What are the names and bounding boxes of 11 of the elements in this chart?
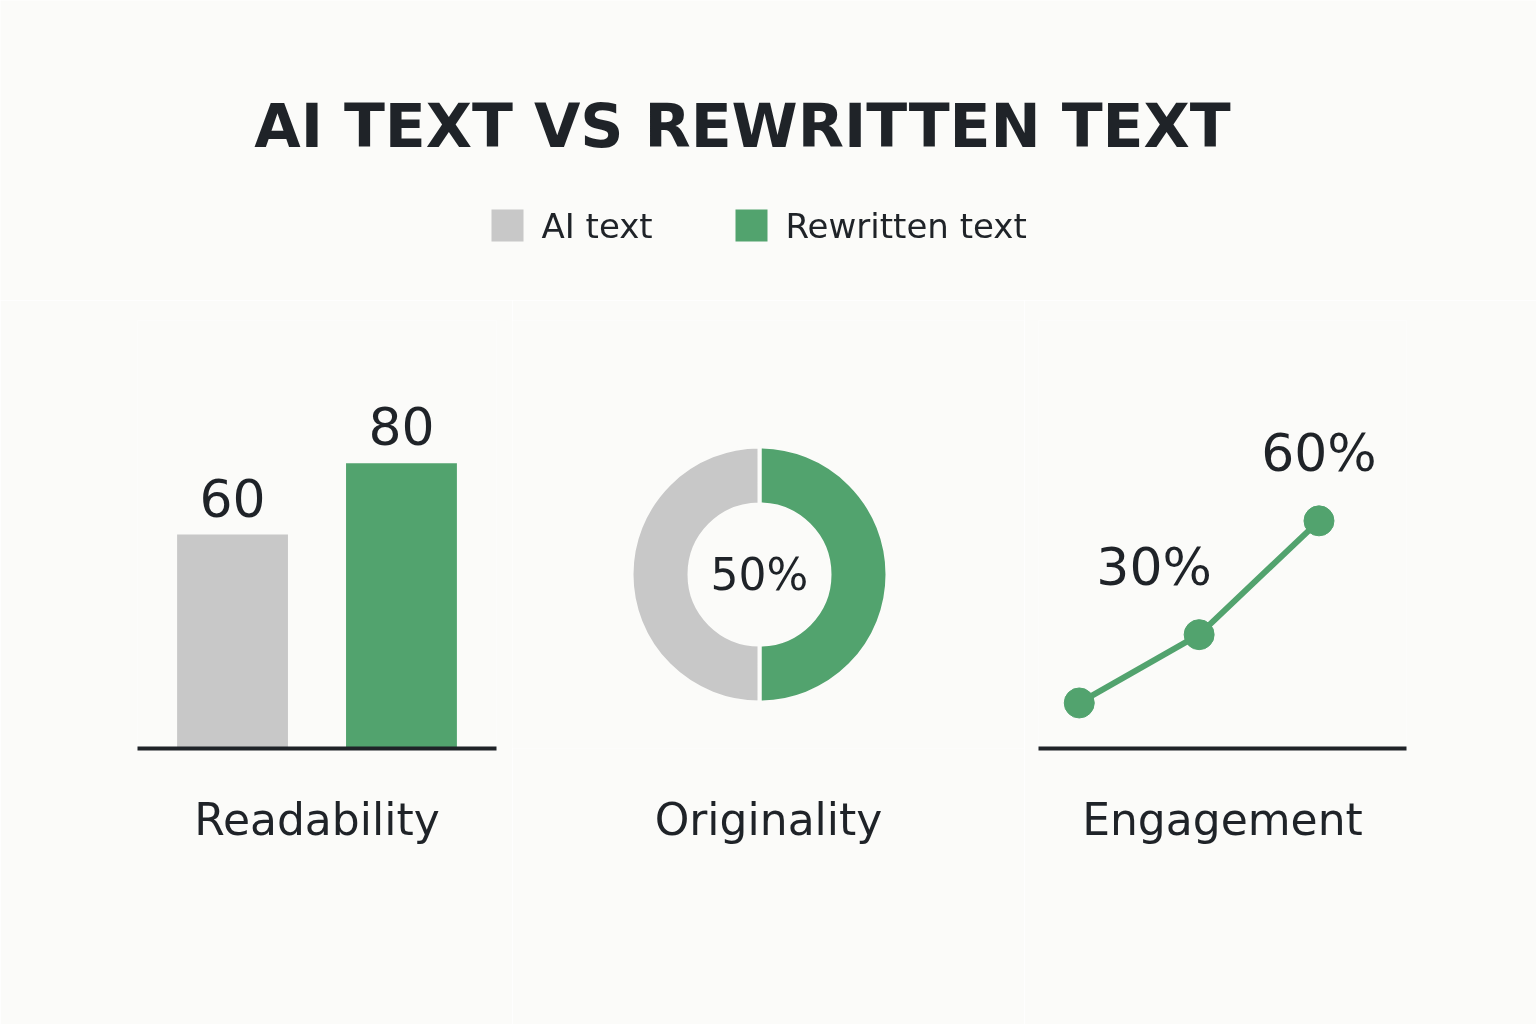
- data-label: 30%: [1096, 536, 1212, 597]
- x-axis-title: Readability: [194, 793, 440, 845]
- text: 50%: [710, 549, 809, 600]
- x-axis-title: Engagement: [1082, 793, 1363, 845]
- data-label: 60: [199, 468, 266, 529]
- text: Originality: [654, 793, 883, 845]
- text: AI TEXT VS REWRITTEN TEXT: [254, 90, 1231, 161]
- data-label: 80: [368, 397, 435, 458]
- legend-label: AI text: [541, 205, 653, 246]
- legend-label: Rewritten text: [785, 205, 1027, 246]
- data-label: 60%: [1261, 422, 1377, 483]
